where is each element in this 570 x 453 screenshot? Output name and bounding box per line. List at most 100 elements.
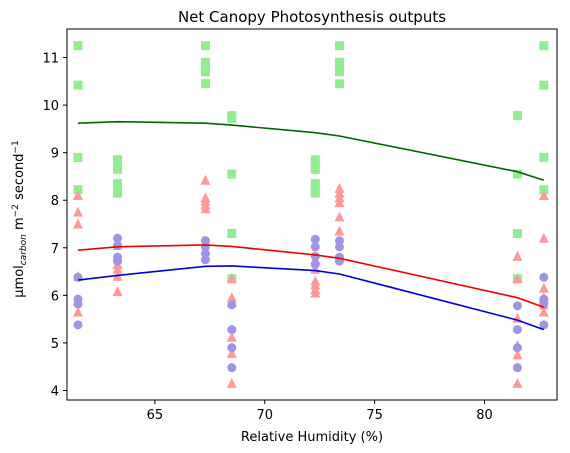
- x-axis: 65 70 75 80: [147, 400, 493, 423]
- y-axis-label-sup2: −1: [11, 140, 21, 153]
- series-line-5: [77, 265, 545, 331]
- scatter-point-square-23: [310, 179, 320, 189]
- scatter-point-triangle-39: [512, 349, 523, 360]
- scatter-point-triangle-34: [334, 225, 345, 236]
- scatter-point-circle-8: [200, 236, 210, 246]
- scatter-point-triangle-46: [538, 306, 549, 317]
- scatter-point-square-30: [334, 79, 344, 89]
- scatter-point-square-13: [200, 67, 210, 77]
- scatter-point-square-27: [334, 57, 344, 67]
- scatter-point-circle-21: [334, 242, 344, 252]
- y-axis-label-rest2: second: [12, 154, 27, 205]
- scatter-point-square-36: [539, 80, 549, 90]
- scatter-point-triangle-33: [334, 211, 345, 222]
- scatter-point-square-7: [113, 179, 123, 189]
- scatter-point-square-20: [310, 155, 320, 165]
- scatter-point-circle-24: [512, 301, 522, 311]
- scatter-point-square-21: [310, 160, 320, 170]
- scatter-point-square-4: [113, 155, 123, 165]
- scatter-point-triangle-2: [72, 218, 83, 229]
- scatter-point-square-6: [113, 164, 123, 174]
- scatter-point-square-10: [200, 41, 210, 51]
- scatter-point-square-24: [310, 183, 320, 193]
- y-tick-label-9: 9: [51, 147, 59, 162]
- scatter-point-circle-2: [73, 299, 83, 309]
- scatter-point-triangle-11: [112, 286, 123, 297]
- scatter-point-circle-28: [539, 272, 549, 282]
- scatter-point-circle-15: [227, 363, 237, 373]
- scatter-point-circle-20: [334, 236, 344, 246]
- scatter-point-circle-10: [200, 249, 210, 259]
- x-tick-label-70: 70: [256, 408, 273, 423]
- scatter-point-triangle-36: [512, 273, 523, 284]
- scatter-point-square-3: [73, 185, 83, 195]
- scatter-point-square-37: [539, 152, 549, 162]
- plot-marks: [72, 41, 549, 388]
- scatter-point-circle-31: [539, 320, 549, 330]
- chart-title: Net Canopy Photosynthesis outputs: [178, 8, 446, 26]
- scatter-point-triangle-28: [310, 287, 321, 298]
- scatter-point-square-0: [73, 41, 83, 51]
- scatter-point-triangle-32: [334, 197, 345, 208]
- scatter-point-square-29: [334, 67, 344, 77]
- y-tick-label-8: 8: [51, 194, 59, 209]
- y-tick-label-6: 6: [51, 289, 59, 304]
- scatter-point-circle-25: [512, 325, 522, 335]
- scatter-point-circle-13: [227, 325, 237, 335]
- series-line-3: [77, 120, 545, 182]
- scatter-point-circle-26: [512, 343, 522, 353]
- y-axis-label-main: μmol: [12, 265, 27, 298]
- x-tick-label-80: 80: [476, 408, 493, 423]
- scatter-point-triangle-41: [538, 189, 549, 200]
- scatter-point-triangle-0: [72, 189, 83, 200]
- scatter-point-square-16: [227, 113, 237, 123]
- scatter-point-triangle-17: [226, 273, 237, 284]
- scatter-point-square-26: [334, 41, 344, 51]
- scatter-point-square-31: [512, 111, 522, 121]
- scatter-point-circle-4: [113, 233, 123, 243]
- scatter-point-triangle-20: [226, 331, 237, 342]
- scatter-point-triangle-12: [200, 174, 211, 185]
- series-line-4: [77, 244, 545, 309]
- y-axis-label-sup1: −2: [11, 204, 21, 217]
- plot-frame: [66, 28, 558, 401]
- scatter-point-circle-11: [200, 255, 210, 265]
- scatter-point-circle-17: [310, 242, 320, 252]
- scatter-point-triangle-1: [72, 206, 83, 217]
- scatter-point-circle-14: [227, 343, 237, 353]
- scatter-point-triangle-40: [512, 377, 523, 388]
- scatter-point-circle-27: [512, 363, 522, 373]
- y-tick-label-4: 4: [51, 384, 59, 399]
- scatter-point-circle-16: [310, 234, 320, 244]
- scatter-point-triangle-42: [538, 232, 549, 243]
- scatter-point-triangle-21: [226, 347, 237, 358]
- y-tick-label-7: 7: [51, 242, 59, 257]
- y-axis-label-rest1: m: [12, 217, 27, 234]
- scatter-point-square-5: [113, 160, 123, 170]
- scatter-point-square-9: [113, 188, 123, 198]
- scatter-point-square-12: [200, 62, 210, 72]
- scatter-point-square-22: [310, 164, 320, 174]
- scatter-point-triangle-35: [512, 250, 523, 261]
- scatter-point-circle-18: [310, 251, 320, 261]
- scatter-point-square-32: [512, 169, 522, 179]
- y-tick-label-10: 10: [42, 99, 59, 114]
- scatter-point-triangle-22: [226, 377, 237, 388]
- y-axis-label: μmolcarbon m−2 second−1: [11, 140, 29, 297]
- scatter-point-square-38: [539, 185, 549, 195]
- scatter-point-square-35: [539, 41, 549, 51]
- scatter-point-square-2: [73, 152, 83, 162]
- scatter-point-square-33: [512, 229, 522, 239]
- y-axis-label-sub: carbon: [19, 234, 29, 265]
- scatter-point-square-14: [200, 79, 210, 89]
- y-tick-label-5: 5: [51, 337, 59, 352]
- scatter-point-circle-12: [227, 300, 237, 310]
- scatter-point-square-1: [73, 80, 83, 90]
- scatter-point-triangle-9: [112, 263, 123, 274]
- scatter-point-square-18: [227, 229, 237, 239]
- scatter-point-square-8: [113, 183, 123, 193]
- scatter-point-circle-19: [310, 259, 320, 269]
- scatter-point-square-17: [227, 169, 237, 179]
